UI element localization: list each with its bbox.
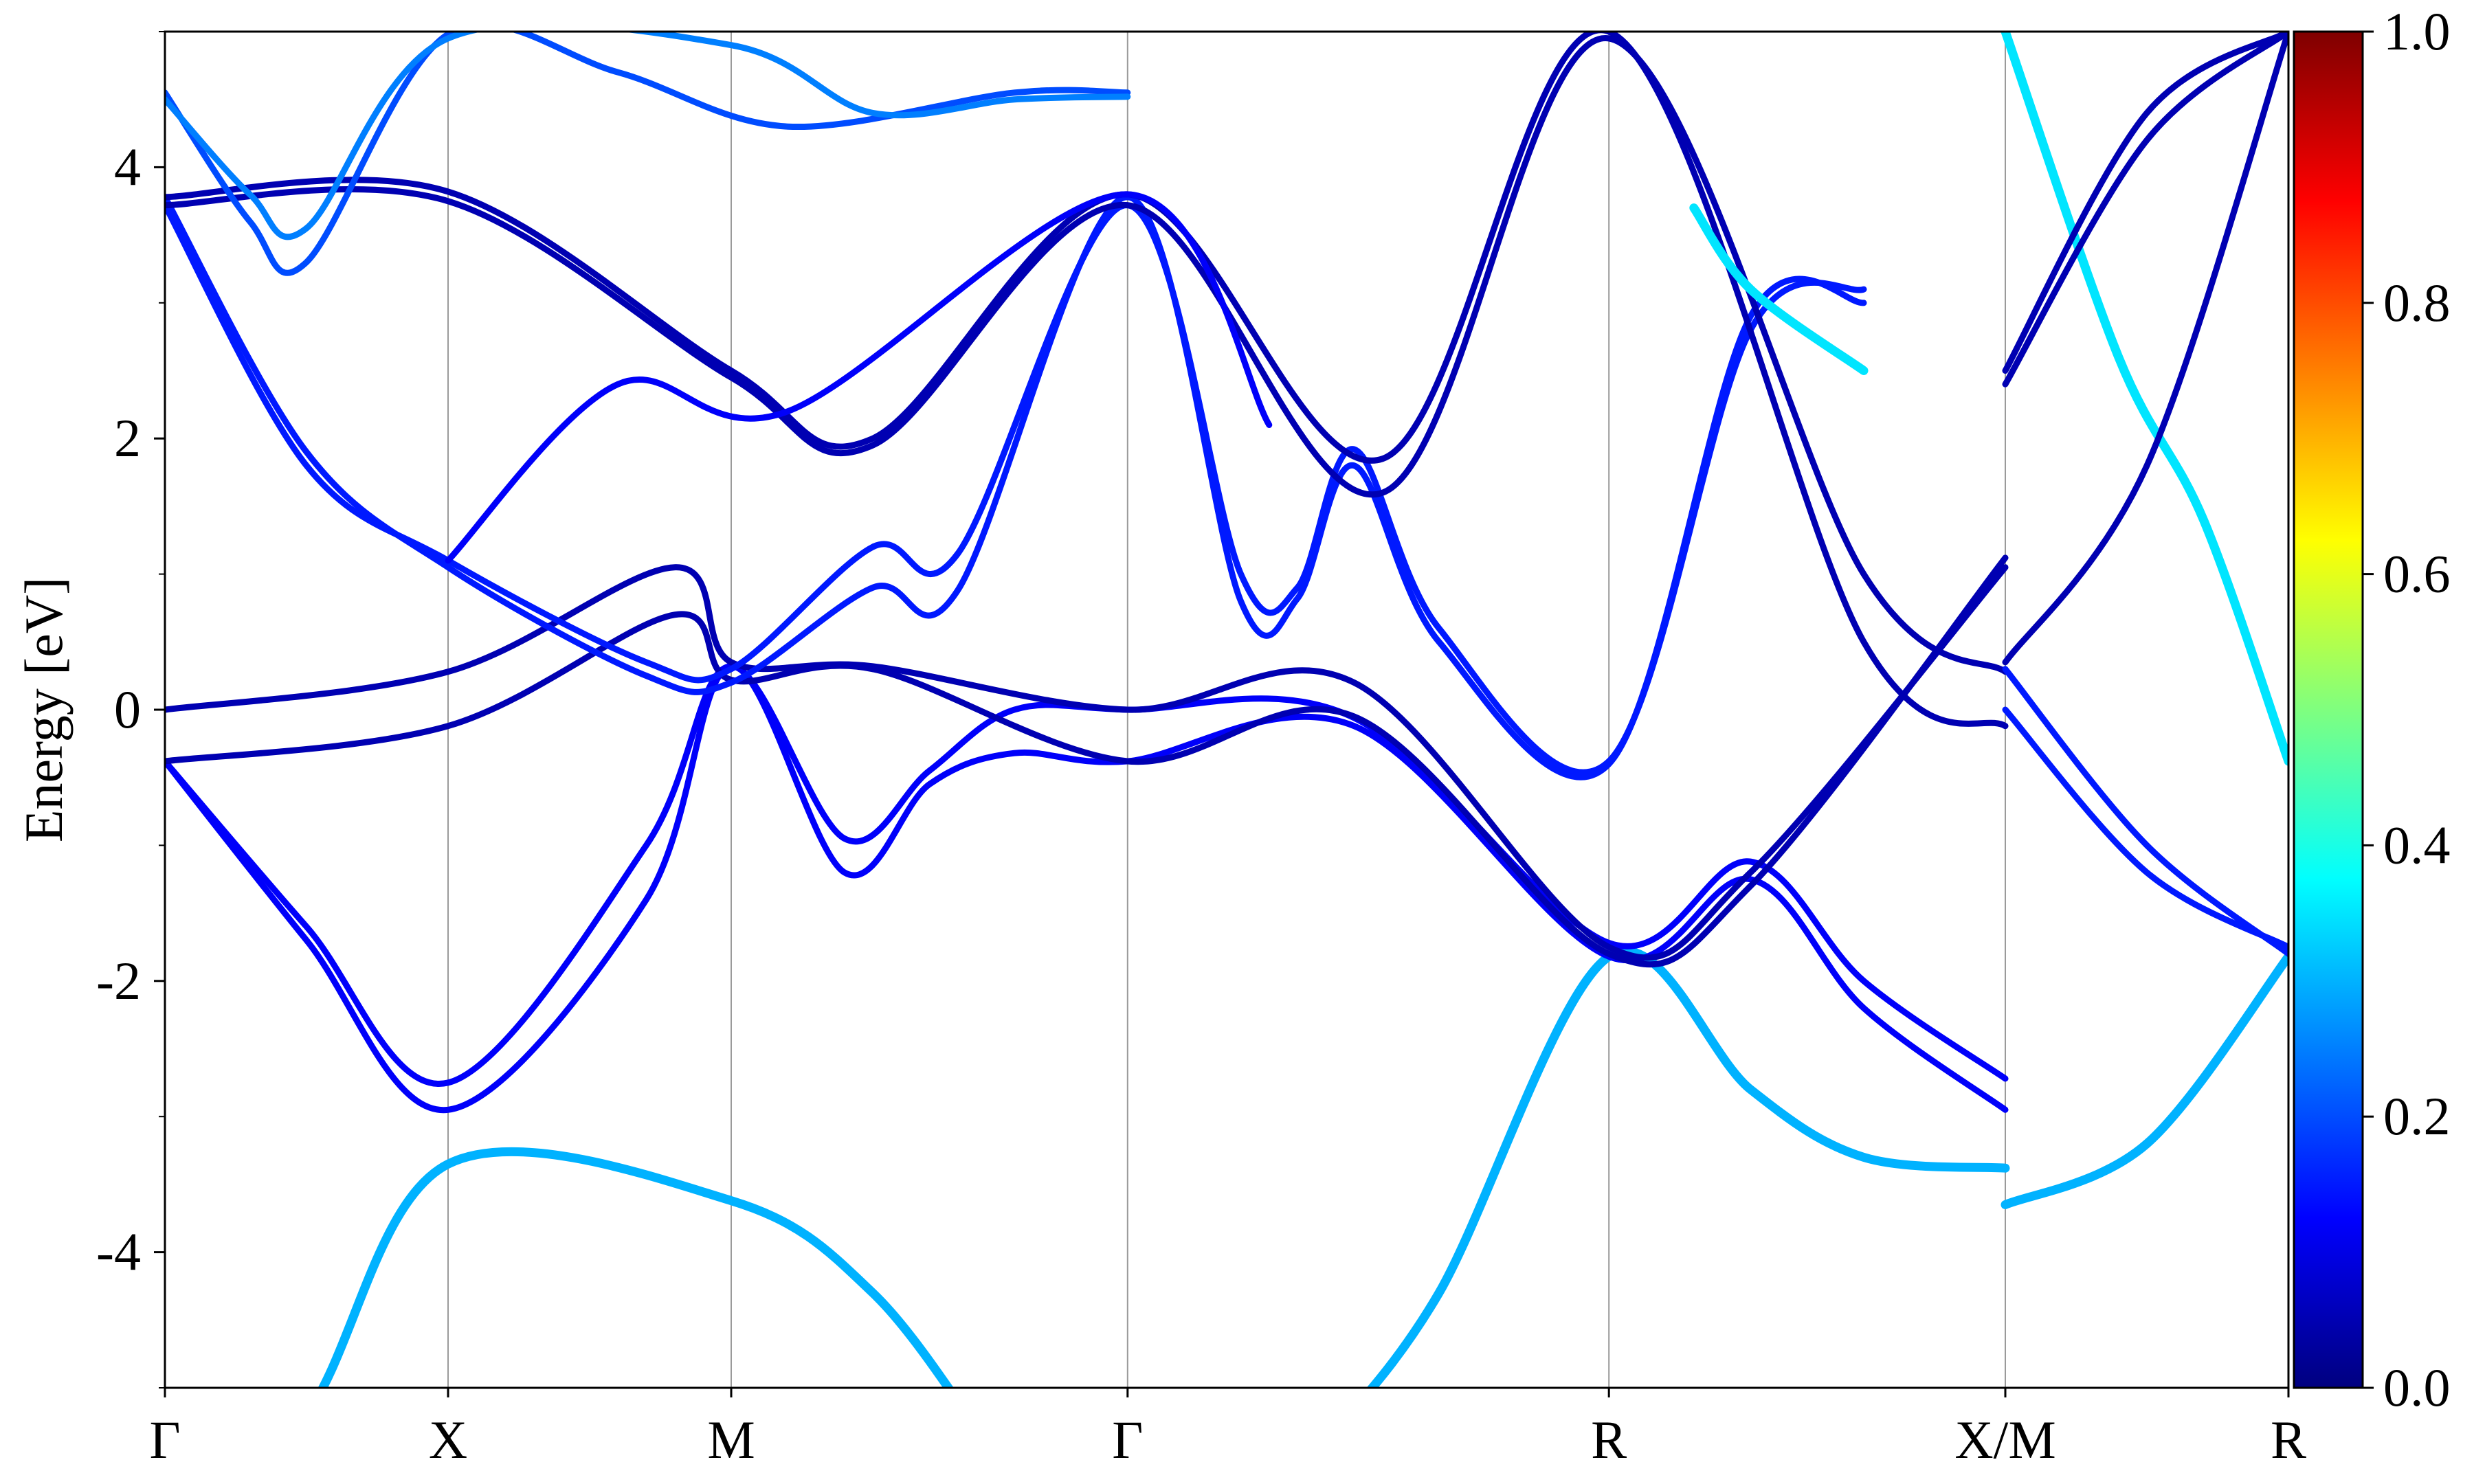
colorbar (2293, 30, 2364, 1389)
x-tick-label: M (707, 1410, 755, 1470)
band-line (1366, 946, 2010, 1388)
colorbar-tick-label: 0.0 (2383, 1358, 2451, 1417)
x-tick-label: X (429, 1410, 467, 1470)
y-axis-label: Energy [eV] (14, 577, 74, 842)
x-tick-label: Γ (149, 1410, 180, 1470)
colorbar-ticks: 0.0 0.2 0.4 0.6 0.8 1.0 (2363, 1, 2451, 1417)
y-axis-ticks: -4 -2 0 2 4 (96, 31, 165, 1389)
band-line (2002, 32, 2288, 387)
colorbar-tick-label: 0.6 (2383, 544, 2451, 604)
y-tick-label: 2 (114, 408, 141, 468)
band-line (165, 554, 2009, 968)
band-line (2002, 32, 2288, 374)
band-line (165, 663, 2009, 1113)
x-tick-label: X/M (1954, 1410, 2055, 1470)
band-line (165, 35, 2009, 675)
x-tick-label: R (1591, 1410, 1627, 1470)
colorbar-tick-label: 0.4 (2383, 815, 2451, 875)
x-tick-label: R (2271, 1410, 2306, 1470)
x-tick-label: Γ (1112, 1410, 1143, 1470)
band-lines (165, 32, 2288, 1388)
colorbar-tick-label: 0.8 (2383, 273, 2451, 333)
x-axis-ticks: Γ X M Γ R X/M R (149, 1388, 2306, 1470)
colorbar-tick-label: 1.0 (2383, 1, 2451, 61)
band-line (165, 32, 1131, 240)
band-line (2002, 706, 2288, 950)
y-tick-label: -2 (96, 951, 141, 1011)
band-line (165, 194, 1867, 780)
band-line (1689, 203, 1869, 375)
band-line (165, 32, 1131, 276)
y-tick-label: 4 (114, 137, 141, 196)
band-line (317, 1147, 954, 1388)
band-line (2001, 952, 2288, 1209)
band-line (2001, 32, 2288, 766)
band-line (2002, 32, 2288, 666)
band-line (165, 32, 2009, 730)
band-line (2002, 666, 2288, 957)
band-line (445, 191, 1273, 564)
colorbar-tick-label: 0.2 (2383, 1086, 2451, 1146)
y-tick-label: 0 (114, 679, 141, 739)
band-line (165, 663, 2009, 1087)
plot-frame (164, 30, 2290, 1389)
y-tick-label: -4 (96, 1222, 141, 1282)
